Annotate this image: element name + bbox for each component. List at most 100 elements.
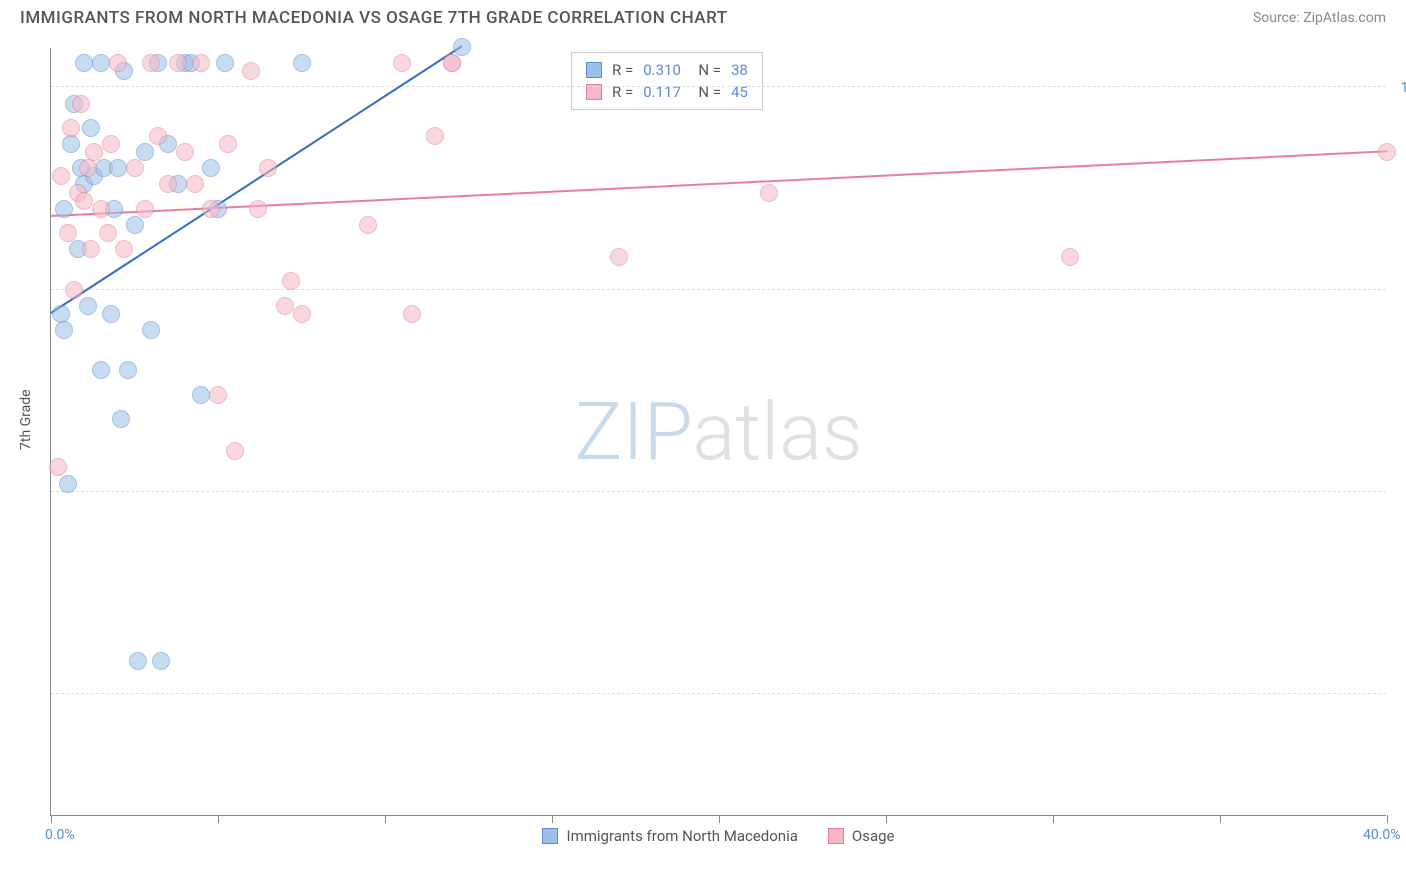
stat-r-value: 0.310 [643,61,681,79]
data-point [79,297,97,315]
scatter-chart: ZIPatlas R = 0.310 N = 38R = 0.117 N = 4… [50,48,1386,816]
data-point [62,119,80,137]
data-point [192,386,210,404]
data-point [72,95,90,113]
data-point [82,240,100,258]
data-point [75,192,93,210]
data-point [59,475,77,493]
gridline-h [51,693,1386,694]
watermark-atlas: atlas [693,385,863,479]
data-point [219,135,237,153]
y-axis-label: 7th Grade [18,389,34,450]
data-point [52,167,70,185]
data-point [129,652,147,670]
data-point [62,135,80,153]
data-point [109,54,127,72]
x-tick [51,815,52,823]
data-point [85,143,103,161]
data-point [282,272,300,290]
legend-item: Osage [828,827,895,845]
data-point [82,119,100,137]
data-point [136,143,154,161]
data-point [92,54,110,72]
data-point [119,361,137,379]
legend-item: Immigrants from North Macedonia [542,827,797,845]
data-point [102,305,120,323]
data-point [159,175,177,193]
data-point [142,54,160,72]
data-point [259,159,277,177]
series-legend: Immigrants from North Macedonia Osage [51,827,1386,845]
legend-swatch [542,828,558,844]
gridline-h [51,86,1386,87]
data-point [109,159,127,177]
data-point [55,321,73,339]
chart-header: IMMIGRANTS FROM NORTH MACEDONIA VS OSAGE… [0,0,1406,32]
data-point [276,297,294,315]
stat-n-value: 38 [731,61,748,79]
data-point [192,54,210,72]
data-point [202,159,220,177]
data-point [760,184,778,202]
data-point [293,305,311,323]
data-point [152,652,170,670]
data-point [249,200,267,218]
y-tick-label: 95.0% [1391,485,1406,501]
x-tick [886,815,887,823]
data-point [216,54,234,72]
legend-swatch [586,62,602,78]
data-point [92,200,110,218]
data-point [126,216,144,234]
legend-stat-row: R = 0.117 N = 45 [586,81,748,103]
gridline-h [51,491,1386,492]
chart-title: IMMIGRANTS FROM NORTH MACEDONIA VS OSAGE… [20,8,728,28]
data-point [1378,143,1396,161]
data-point [453,38,471,56]
data-point [359,216,377,234]
data-point [99,224,117,242]
data-point [242,62,260,80]
x-tick [385,815,386,823]
data-point [59,224,77,242]
y-tick-label: 97.5% [1391,283,1406,299]
data-point [1061,248,1079,266]
legend-label: Immigrants from North Macedonia [566,827,797,845]
stat-n-label: N = [691,61,721,79]
data-point [65,281,83,299]
data-point [393,54,411,72]
data-point [112,410,130,428]
legend-swatch [828,828,844,844]
x-tick-label: 40.0% [1363,827,1401,843]
x-tick [1387,815,1388,823]
data-point [52,305,70,323]
legend-label: Osage [852,827,895,845]
x-tick [1053,815,1054,823]
data-point [226,442,244,460]
data-point [115,240,133,258]
data-point [92,361,110,379]
data-point [126,159,144,177]
source-attribution: Source: ZipAtlas.com [1253,10,1386,26]
watermark: ZIPatlas [574,385,862,479]
data-point [610,248,628,266]
data-point [142,321,160,339]
data-point [209,386,227,404]
y-tick-label: 92.5% [1391,687,1406,703]
x-tick [719,815,720,823]
data-point [55,200,73,218]
data-point [443,54,461,72]
x-tick [218,815,219,823]
x-tick [1220,815,1221,823]
watermark-zip: ZIP [574,385,692,479]
x-tick [552,815,553,823]
data-point [176,143,194,161]
legend-stat-row: R = 0.310 N = 38 [586,59,748,81]
data-point [403,305,421,323]
data-point [202,200,220,218]
y-tick-label: 100.0% [1391,80,1406,96]
data-point [293,54,311,72]
stat-r-label: R = [612,61,633,79]
data-point [136,200,154,218]
data-point [102,135,120,153]
data-point [169,54,187,72]
